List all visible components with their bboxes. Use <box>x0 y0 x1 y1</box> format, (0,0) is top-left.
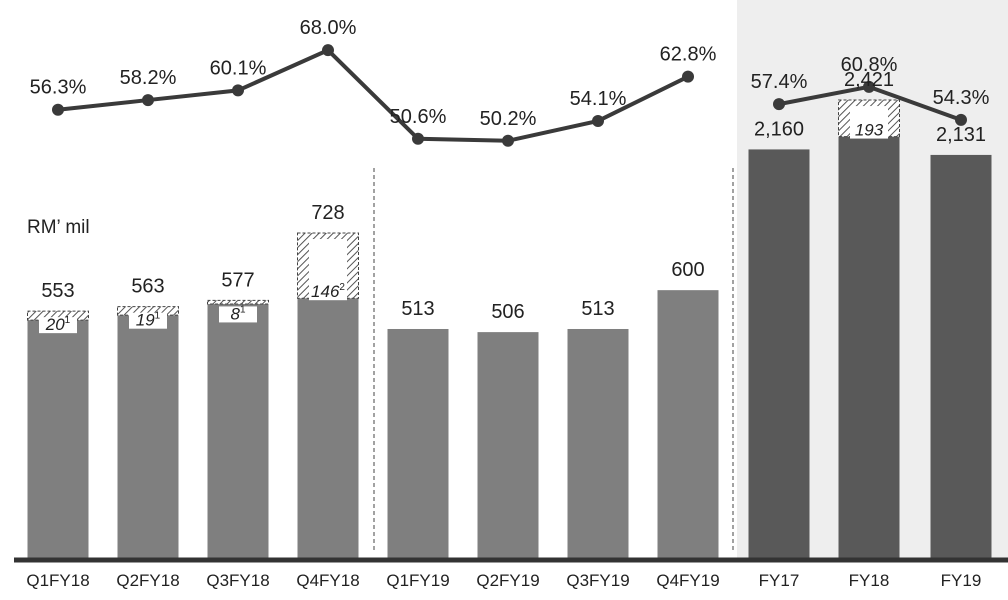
segment-value-label: 1462 <box>311 282 345 301</box>
bar-value-label: 563 <box>131 276 164 298</box>
line-point-fy19 <box>955 113 967 126</box>
line-value-label: 50.6% <box>390 106 447 128</box>
segment-label-box <box>850 106 888 139</box>
segment-label-box <box>309 239 347 301</box>
x-tick-label: Q3FY19 <box>566 571 629 590</box>
bar-value-label: 2,160 <box>754 118 804 140</box>
segment-value-label: 191 <box>136 311 161 330</box>
segment-value-label: 201 <box>45 315 71 334</box>
x-tick-label: Q4FY19 <box>656 571 719 590</box>
x-tick-label: FY18 <box>849 571 890 590</box>
bar-value-label: 728 <box>311 202 344 224</box>
segment-label-box <box>219 306 257 323</box>
line-value-label: 50.2% <box>480 108 537 130</box>
line-value-label: 68.0% <box>300 17 357 39</box>
bar-q3fy19 <box>567 328 629 558</box>
footnote-marker: 2 <box>339 282 345 293</box>
footnote-marker: 1 <box>155 311 161 322</box>
line-value-label: 60.1% <box>210 57 267 79</box>
bar-fy18 <box>838 136 900 559</box>
x-tick-label: Q1FY18 <box>26 571 89 590</box>
line-layer <box>52 44 967 147</box>
bar-fy19 <box>930 154 992 558</box>
bar-value-label: 513 <box>401 298 434 320</box>
line-point-q2fy18 <box>142 94 154 107</box>
line-value-label: 54.1% <box>570 88 627 110</box>
bar-q3fy18 <box>207 303 269 558</box>
bars-layer <box>27 136 992 559</box>
segment-label-box <box>129 312 167 329</box>
bar-value-label: 2,421 <box>844 69 894 91</box>
bar-value-label: 577 <box>221 269 254 291</box>
bar-fy17 <box>748 149 810 558</box>
bar-q1fy18 <box>27 320 89 558</box>
bar-value-label: 513 <box>581 298 614 320</box>
x-tick-label: Q3FY18 <box>206 571 269 590</box>
line-value-label: 54.3% <box>933 87 990 109</box>
line-value-label: 56.3% <box>30 77 87 99</box>
bar-value-label: 553 <box>41 280 74 302</box>
x-tick-label: Q4FY18 <box>296 571 359 590</box>
bar-q1fy19 <box>387 328 449 558</box>
x-tick-label: Q2FY18 <box>116 571 179 590</box>
bar-segment-q2fy18 <box>117 306 179 316</box>
segment-value-label: 193 <box>855 121 884 140</box>
footnote-marker: 1 <box>240 304 246 315</box>
x-tick-labels: Q1FY18 Q2FY18 Q3FY18 Q4FY18 Q1FY19 Q2FY19 Q3FY… <box>26 571 981 590</box>
footnote-marker: 1 <box>65 315 71 326</box>
x-tick-label: Q1FY19 <box>386 571 449 590</box>
line-point-q1fy19 <box>412 132 424 145</box>
line-point-fy18 <box>863 80 875 93</box>
line-point-q1fy18 <box>52 103 64 116</box>
bar-q2fy19 <box>477 332 539 558</box>
bar-value-label: 600 <box>671 259 704 281</box>
unit-label: RM’ mil <box>27 217 90 238</box>
line-point-q3fy18 <box>232 84 244 97</box>
x-tick-label: Q2FY19 <box>476 571 539 590</box>
bar-value-label: 506 <box>491 301 524 323</box>
line-value-label: 58.2% <box>120 67 177 89</box>
segments-layer <box>27 99 900 334</box>
line-point-fy17 <box>773 98 785 111</box>
line-value-label: 60.8% <box>841 54 898 76</box>
segment-label-box <box>39 317 77 334</box>
line-point-q4fy18 <box>322 44 334 57</box>
bar-q2fy18 <box>117 315 179 558</box>
bar-q4fy18 <box>297 298 359 558</box>
bar-value-label: 2,131 <box>936 124 986 146</box>
bar-segment-q3fy18 <box>207 299 269 305</box>
line-point-q2fy19 <box>502 134 514 147</box>
line-value-label: 57.4% <box>751 71 808 93</box>
bar-q4fy19 <box>657 290 719 558</box>
line-point-q4fy19 <box>682 70 694 83</box>
line-value-label: 62.8% <box>660 44 717 66</box>
x-tick-label: FY19 <box>941 571 982 590</box>
x-tick-label: FY17 <box>759 571 800 590</box>
margin-line-quarterly <box>57 47 689 143</box>
line-point-q3fy19 <box>592 114 604 127</box>
